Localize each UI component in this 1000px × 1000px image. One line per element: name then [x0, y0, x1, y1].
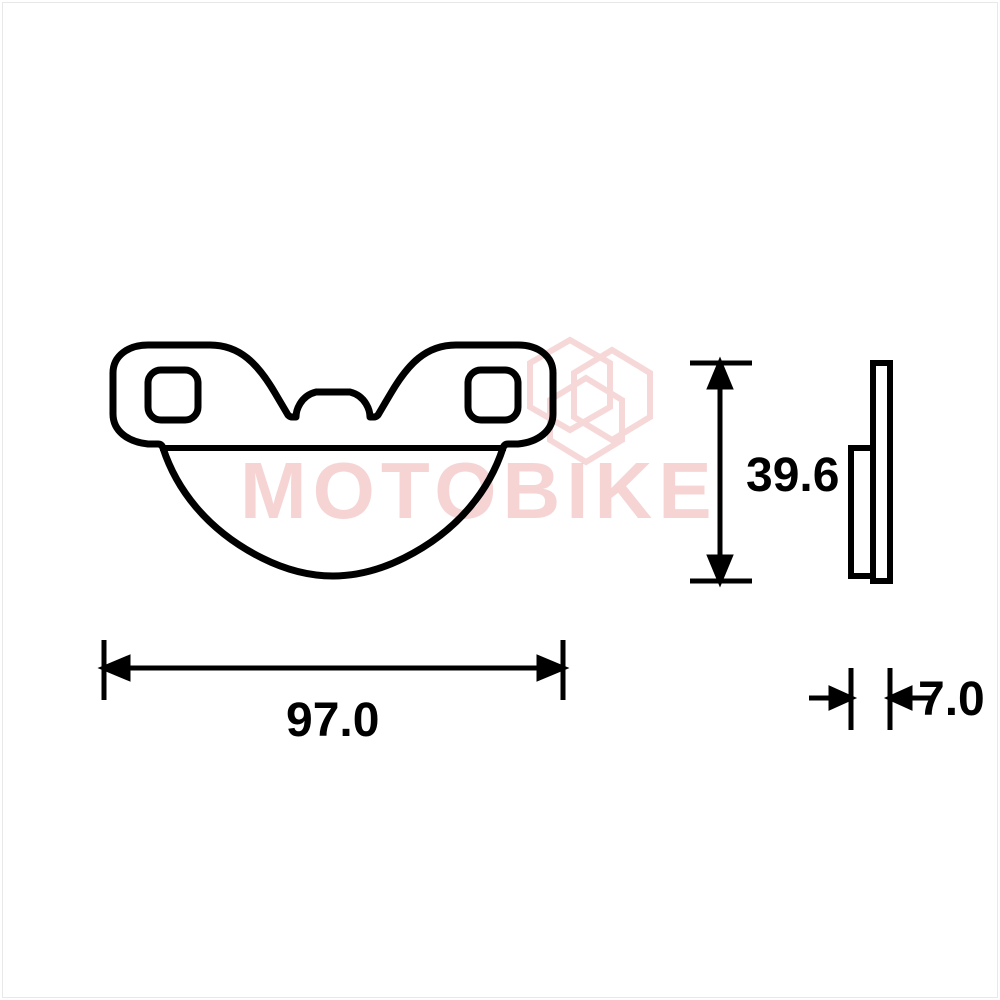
dimension-thickness	[809, 668, 932, 730]
dimension-height	[690, 363, 752, 581]
brake-pad-front-view	[113, 345, 553, 576]
dimension-width	[104, 640, 563, 700]
technical-drawing	[0, 0, 1000, 1000]
brake-pad-side-view	[851, 363, 890, 581]
